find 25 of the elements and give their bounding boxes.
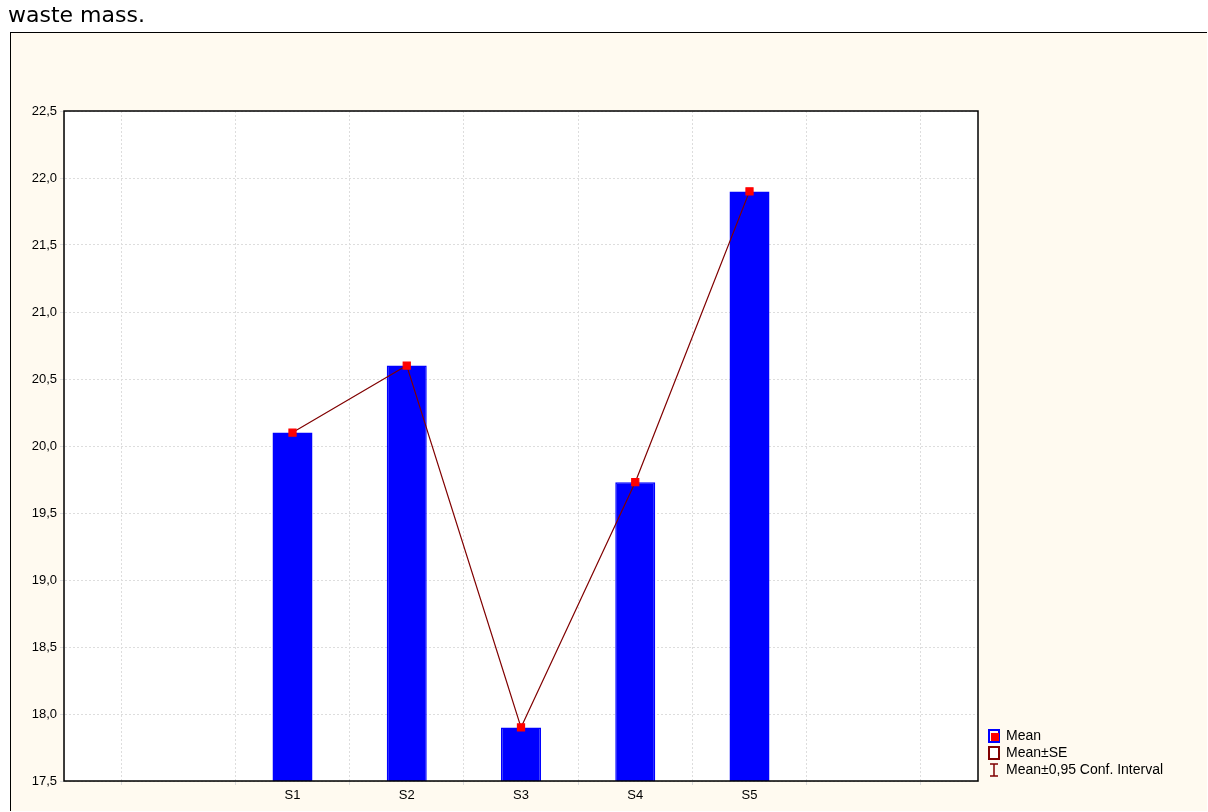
x-tick-label: S1 bbox=[284, 787, 301, 803]
y-tick-label: 19,5 bbox=[31, 504, 57, 520]
y-tick-label: 20,0 bbox=[31, 437, 57, 453]
y-tick-label: 18,0 bbox=[31, 705, 57, 721]
y-tick-label: 20,5 bbox=[31, 370, 57, 386]
legend-label: Mean bbox=[1006, 727, 1042, 744]
point bbox=[516, 723, 526, 732]
point bbox=[402, 361, 411, 370]
y-tick-label: 17,5 bbox=[31, 772, 57, 788]
y-tick-label: 19,0 bbox=[31, 571, 57, 587]
legend-label: Mean±0,95 Conf. Interval bbox=[1006, 761, 1164, 778]
y-tick-label: 22,5 bbox=[31, 102, 57, 118]
x-tick-label: S3 bbox=[513, 787, 529, 803]
y-tick-label: 21,0 bbox=[31, 303, 57, 319]
y-tick-label: 22,0 bbox=[31, 169, 57, 185]
y-tick-label: 21,5 bbox=[31, 236, 57, 252]
point bbox=[745, 187, 754, 196]
point bbox=[631, 478, 640, 487]
x-tick-label: S2 bbox=[398, 787, 415, 803]
legend-label: Mean±SE bbox=[1006, 744, 1068, 761]
x-tick-label: S5 bbox=[741, 787, 758, 803]
point bbox=[288, 428, 297, 437]
chart-title: waste mass. bbox=[8, 2, 145, 27]
x-tick-label: S4 bbox=[627, 787, 644, 803]
y-tick-label: 18,5 bbox=[31, 638, 57, 654]
